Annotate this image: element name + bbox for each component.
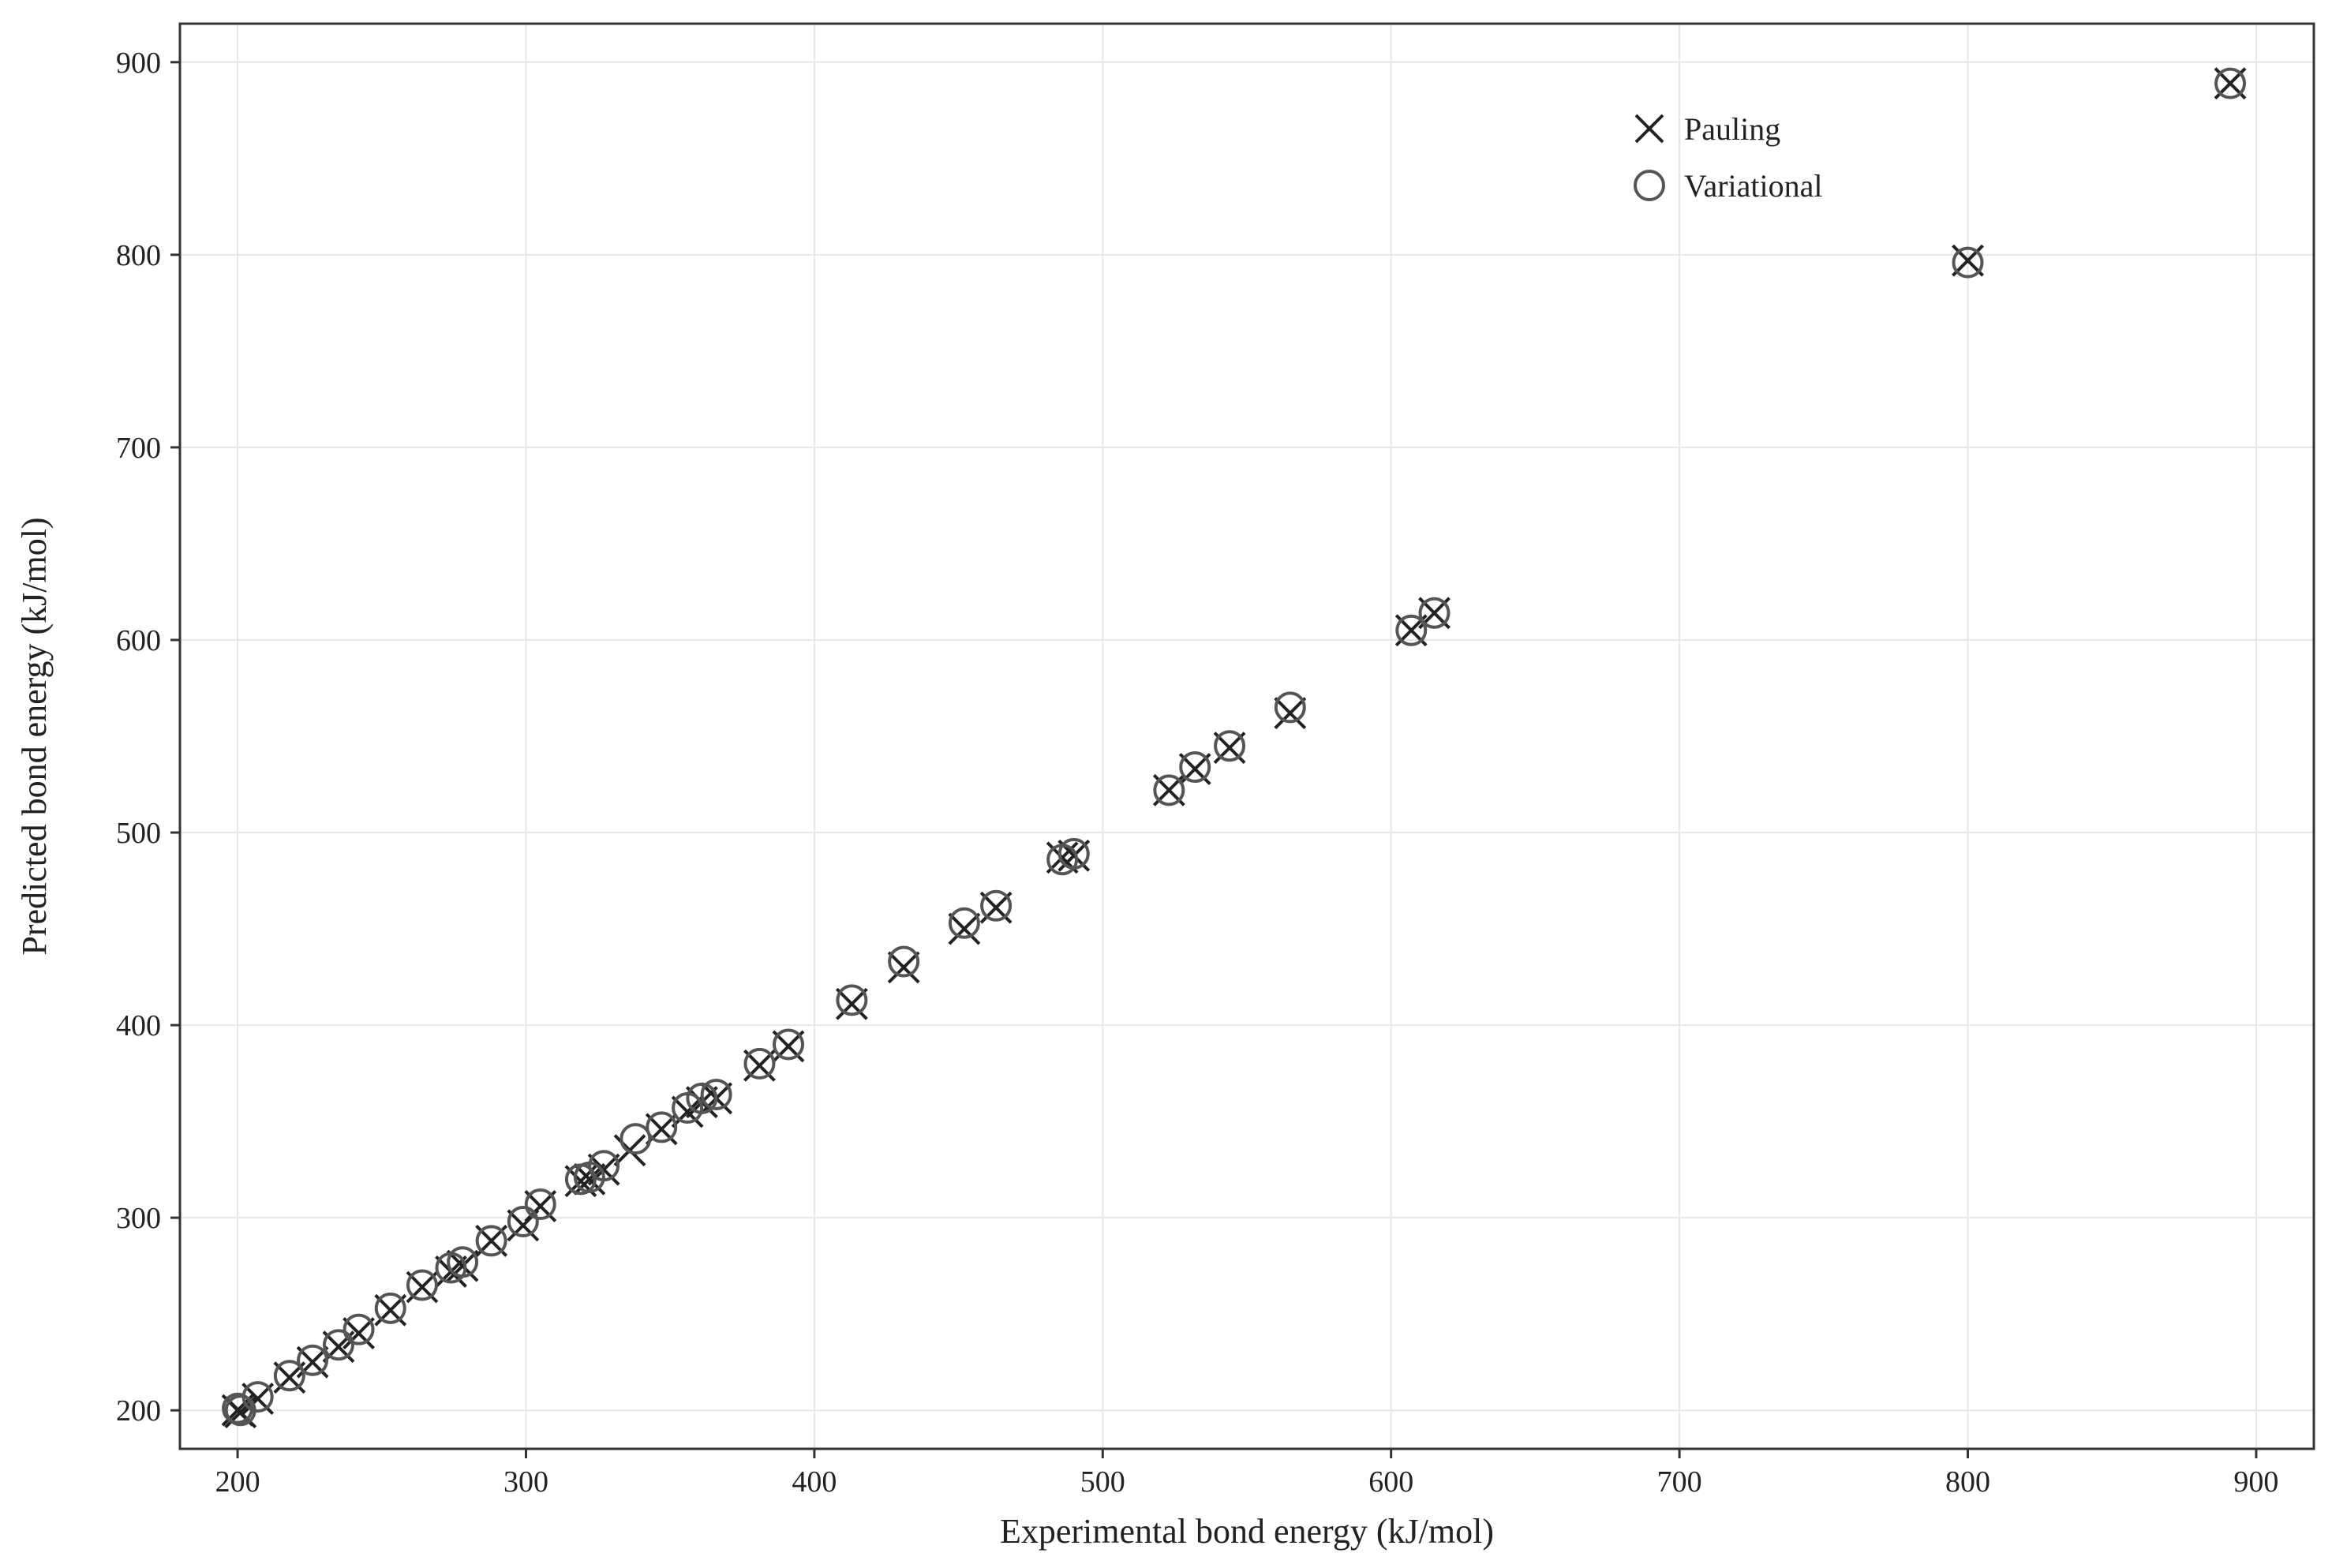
grid <box>180 24 2314 1449</box>
variational-point <box>374 1292 406 1324</box>
y-tick-label: 500 <box>116 817 161 850</box>
variational-point <box>1179 751 1211 784</box>
pauling-point <box>948 912 981 945</box>
legend-label: Variational <box>1684 168 1823 204</box>
variational-point <box>273 1360 305 1392</box>
x-tick-label: 400 <box>792 1465 837 1499</box>
legend-label: Pauling <box>1684 111 1780 147</box>
variational-point <box>1952 246 1984 279</box>
x-tick-label: 300 <box>503 1465 548 1499</box>
variational-point <box>948 907 980 939</box>
x-tick-label: 900 <box>2233 1465 2278 1499</box>
variational-point <box>646 1111 678 1143</box>
variational-point <box>743 1047 776 1080</box>
y-tick-label: 800 <box>116 239 161 272</box>
pauling-point <box>671 1095 704 1128</box>
variational-point <box>524 1188 556 1221</box>
variational-point <box>588 1150 620 1182</box>
variational-point <box>507 1206 539 1238</box>
variational-point <box>2214 67 2247 99</box>
variational-point <box>1214 730 1246 762</box>
x-tick-label: 600 <box>1368 1465 1413 1499</box>
axes: 200 300 400 500 600 700 800 900 200 300 400 500 600 7… <box>116 22 2315 1499</box>
variational-point <box>447 1246 479 1278</box>
variational-point <box>297 1344 329 1376</box>
variational-point <box>888 945 920 978</box>
y-tick-label: 400 <box>116 1009 161 1042</box>
y-axis-title: Predicted bond energy (kJ/mol) <box>15 517 54 955</box>
variational-point <box>343 1313 375 1345</box>
variational-point <box>700 1078 732 1110</box>
y-tick-label: 200 <box>116 1394 161 1428</box>
x-tick-label: 500 <box>1080 1465 1125 1499</box>
pauling-point <box>835 987 868 1020</box>
variational-point <box>1274 691 1306 724</box>
y-tick-label: 900 <box>116 47 161 80</box>
x-axis-title: Experimental bond energy (kJ/mol) <box>1000 1512 1494 1551</box>
pauling-point <box>446 1249 479 1282</box>
legend: Pauling Variational <box>1634 111 1823 204</box>
variational-point <box>241 1381 274 1413</box>
data-points <box>221 67 2247 1429</box>
variational-point <box>1057 837 1090 870</box>
x-tick-label: 800 <box>1945 1465 1990 1499</box>
variational-point <box>475 1225 507 1257</box>
variational-point <box>406 1269 438 1301</box>
variational-point <box>322 1329 354 1361</box>
pauling-point <box>343 1317 375 1349</box>
y-tick-label: 600 <box>116 624 161 657</box>
variational-point <box>1153 774 1185 806</box>
variational-point <box>619 1123 652 1155</box>
variational-point <box>1418 597 1450 629</box>
variational-point <box>980 889 1013 922</box>
legend-pauling-marker <box>1634 114 1664 144</box>
x-tick-label: 200 <box>215 1465 260 1499</box>
x-tick-label: 700 <box>1657 1465 1702 1499</box>
variational-point <box>1395 614 1428 646</box>
variational-point <box>686 1082 718 1114</box>
plot-frame <box>178 22 2315 1450</box>
legend-variational-marker <box>1634 170 1665 201</box>
variational-point <box>773 1028 805 1061</box>
pauling-point <box>1274 697 1307 730</box>
y-tick-label: 700 <box>116 432 161 465</box>
variational-point <box>836 984 868 1016</box>
pauling-point <box>887 951 920 984</box>
y-tick-label: 300 <box>116 1202 161 1235</box>
